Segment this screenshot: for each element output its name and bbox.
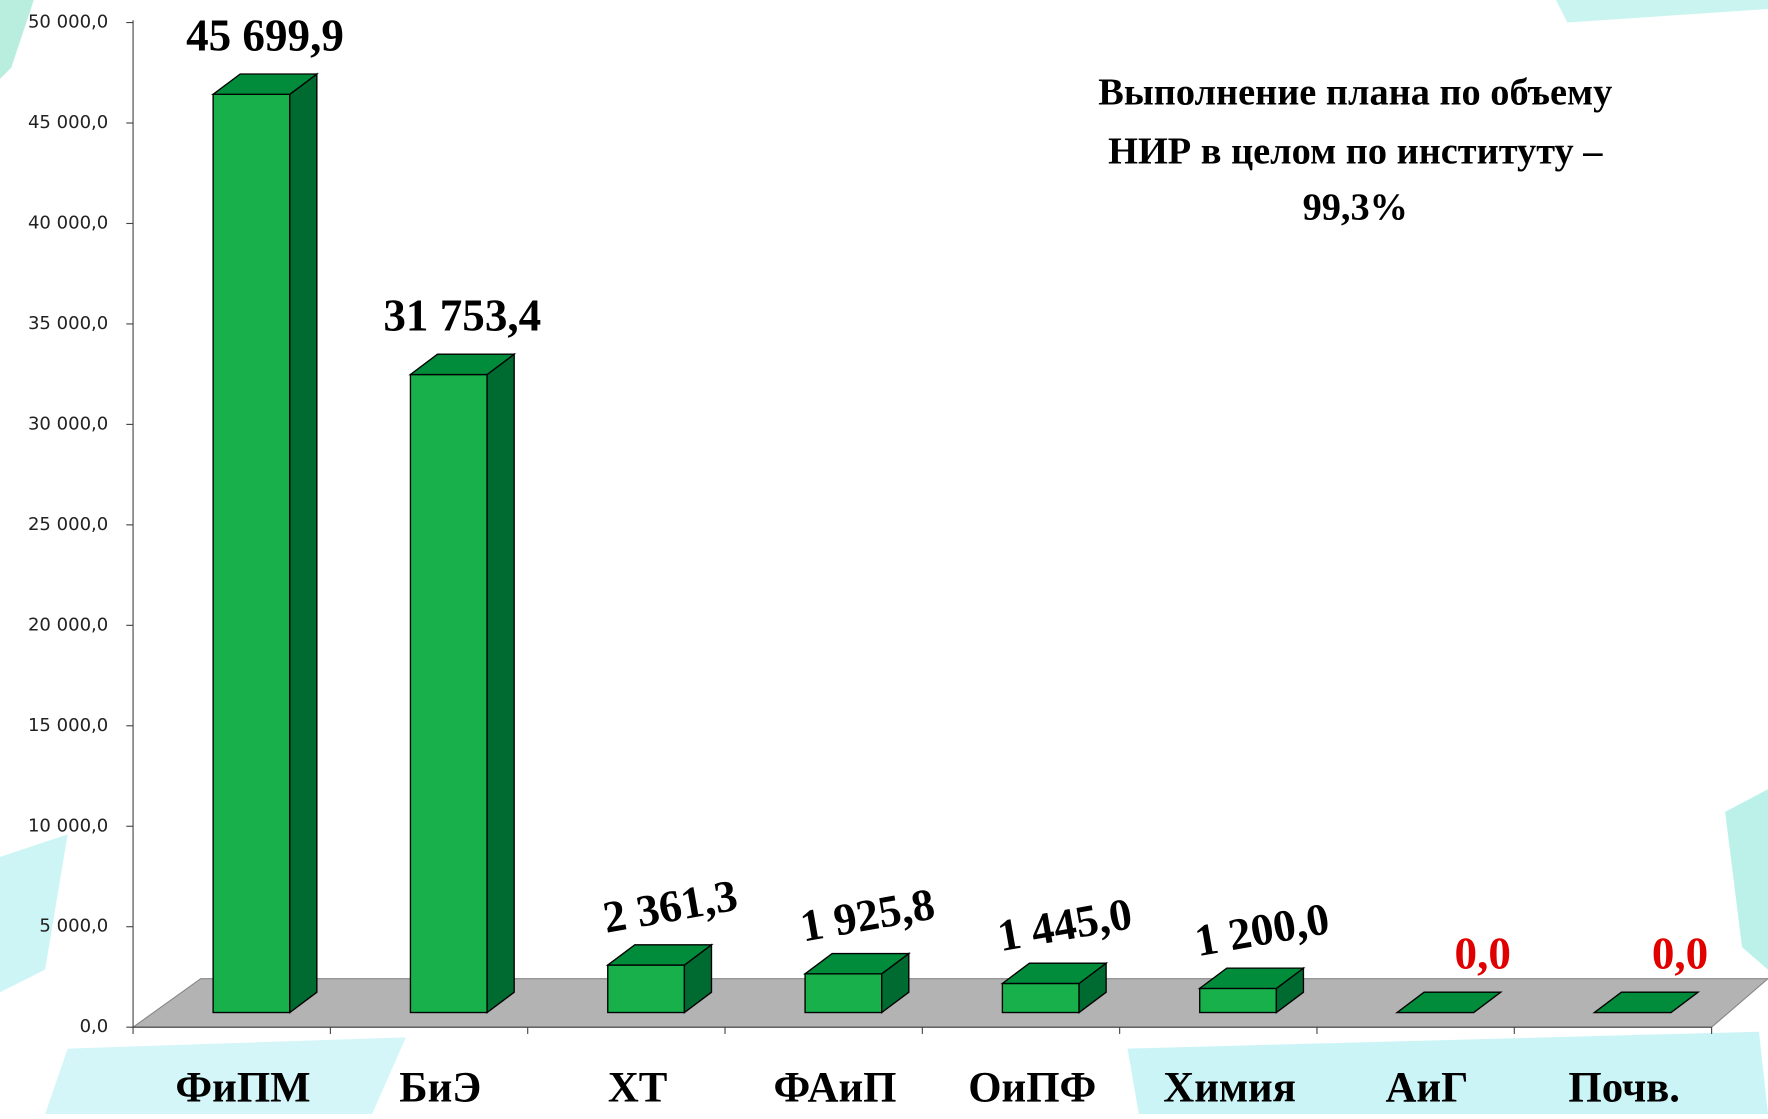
decoration [45,1037,406,1114]
y-tick-label: 50 000,0 [28,12,108,33]
value-label: 0,0 [1455,929,1511,979]
bar [1197,966,1306,1014]
decoration [1556,0,1768,23]
x-tick-label: ФиПМ [175,1064,310,1111]
decoration [1127,1031,1768,1114]
annotation: Выполнение плана по объему [1098,72,1612,114]
bar [803,952,911,1014]
bar [1394,991,1503,1014]
bar-top [408,353,517,376]
x-tick-label: ОиПФ [968,1064,1096,1111]
y-tick-label: 35 000,0 [28,313,108,334]
decoration [1725,789,1768,970]
y-tick-label: 45 000,0 [28,112,108,133]
decoration [0,0,34,79]
y-tick-label: 20 000,0 [28,614,108,635]
bar [605,943,714,1014]
bar [408,352,517,1014]
bar-front [409,373,488,1014]
bar-front [212,93,291,1014]
y-tick-label: 25 000,0 [28,514,108,535]
decoration [0,834,68,993]
bar-top [803,952,911,975]
x-tick-label: БиЭ [399,1064,481,1111]
y-tick-label: 10 000,0 [28,815,108,836]
value-label: 0,0 [1652,929,1708,979]
x-tick-label: ХТ [608,1064,668,1111]
bar [1000,961,1109,1014]
y-tick-label: 30 000,0 [28,413,108,434]
bar-front [804,973,883,1014]
bar-front [1199,987,1278,1014]
y-tick-label: 15 000,0 [28,715,108,736]
x-tick-label: ФАиП [773,1064,896,1111]
bar [211,72,319,1014]
x-tick-label: АиГ [1385,1064,1468,1111]
y-tick-label: 40 000,0 [28,212,108,233]
annotation: НИР в целом по институту – [1108,130,1603,172]
bar-front [1001,982,1080,1014]
bar-side [289,72,318,1014]
value-label: 2 361,3 [599,870,741,943]
annotation: 99,3% [1303,187,1408,229]
floor [131,978,1768,1028]
x-tick-label: Химия [1163,1064,1296,1111]
bar-top [1197,967,1306,990]
value-label: 31 753,4 [383,291,541,341]
bar-front [607,964,686,1014]
value-label: 45 699,9 [186,11,344,61]
bar-side [486,352,515,1014]
bar-top [1394,991,1503,1014]
bar-top [1592,991,1701,1014]
value-label: 1 200,0 [1191,893,1333,966]
y-tick-label: 0,0 [80,1016,109,1037]
bar [1592,991,1701,1014]
y-tick-label: 5 000,0 [39,916,108,937]
value-label: 1 445,0 [994,888,1136,961]
value-label: 1 925,8 [796,879,938,952]
bar-top [211,73,319,95]
x-tick-label: Почв. [1568,1064,1680,1111]
bar-top [605,944,714,966]
bar-top [1000,962,1109,985]
